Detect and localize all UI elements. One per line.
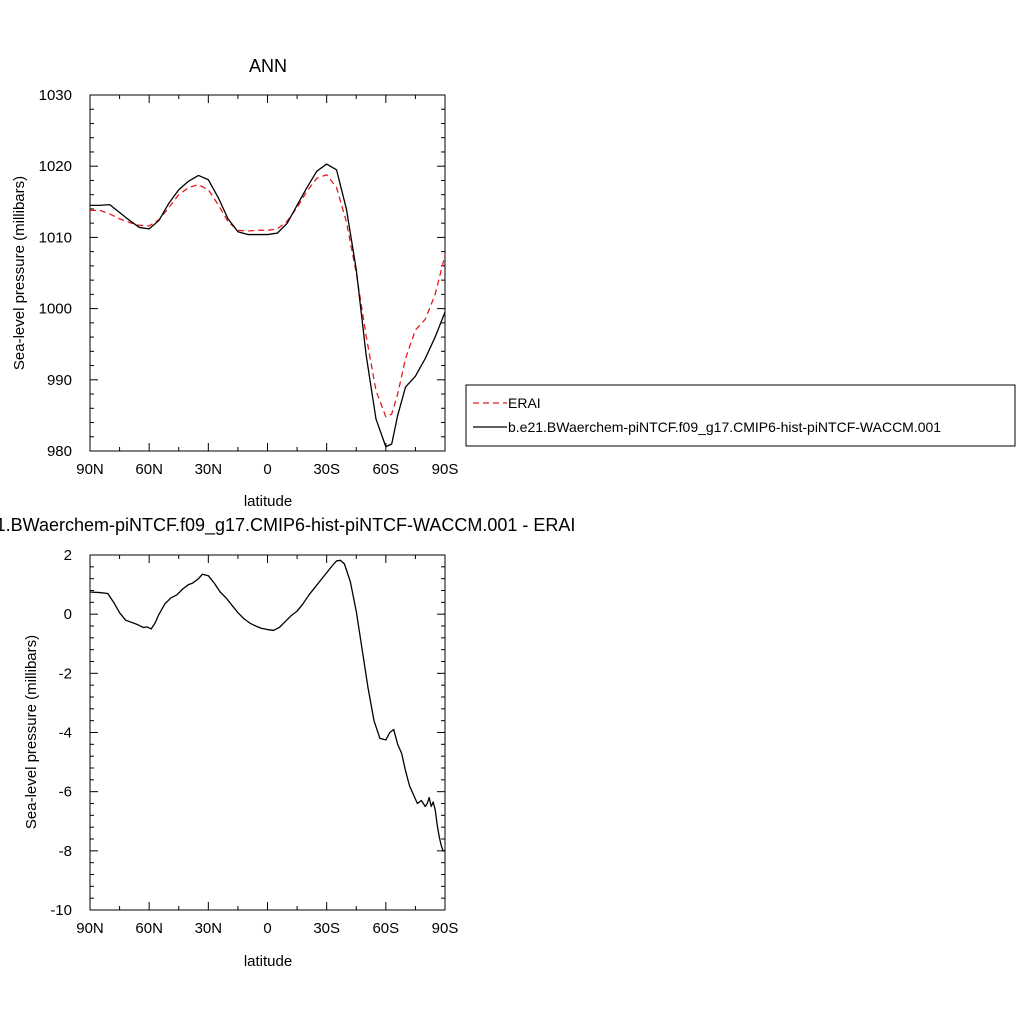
top-y-tick-label: 990 <box>47 372 72 389</box>
bottom-tick-marks <box>89 554 446 911</box>
bottom-series-line-difference <box>89 559 445 852</box>
bottom-x-tick-label: 60S <box>372 920 399 937</box>
top-y-tick-label: 1010 <box>39 229 72 246</box>
bottom-plot-frame <box>89 554 446 911</box>
top-panel-title: ANN <box>249 56 287 76</box>
top-x-tick-labels: 90N 60N 30N 0 30S 60S 90S <box>76 461 458 478</box>
bottom-y-tick-label: 2 <box>64 547 72 564</box>
top-y-axis-label: Sea-level pressure (millibars) <box>11 176 28 370</box>
bottom-x-tick-label: 30N <box>195 920 223 937</box>
top-x-axis-label: latitude <box>244 493 292 510</box>
bottom-panel-title: b.e21.BWaerchem-piNTCF.f09_g17.CMIP6-his… <box>0 515 575 536</box>
top-series-group <box>90 163 446 448</box>
top-x-tick-label: 30S <box>313 461 340 478</box>
top-x-tick-label: 60N <box>135 461 163 478</box>
legend-label-erai: ERAI <box>508 395 541 411</box>
bottom-x-tick-label: 0 <box>263 920 271 937</box>
bottom-x-tick-label: 60N <box>135 920 163 937</box>
bottom-y-tick-label: -2 <box>59 665 72 682</box>
bottom-x-tick-label: 30S <box>313 920 340 937</box>
bottom-x-tick-label: 90S <box>432 920 459 937</box>
bottom-x-axis-label: latitude <box>244 953 292 970</box>
bottom-y-axis-label: Sea-level pressure (millibars) <box>23 635 40 829</box>
legend: ERAI b.e21.BWaerchem-piNTCF.f09_g17.CMIP… <box>465 384 1016 447</box>
top-series-line-erai <box>90 174 446 418</box>
bottom-series-group <box>89 559 445 852</box>
bottom-y-tick-labels: -10 -8 -6 -4 -2 0 2 <box>50 547 72 919</box>
bottom-x-tick-labels: 90N 60N 30N 0 30S 60S 90S <box>76 920 458 937</box>
top-x-tick-label: 0 <box>263 461 271 478</box>
top-x-tick-label: 30N <box>195 461 223 478</box>
legend-label-model: b.e21.BWaerchem-piNTCF.f09_g17.CMIP6-his… <box>508 419 941 435</box>
top-y-tick-label: 1030 <box>39 87 72 104</box>
top-plot-frame <box>89 94 446 452</box>
top-series-line-model <box>90 163 446 448</box>
bottom-y-tick-label: -8 <box>59 843 72 860</box>
top-x-tick-label: 90N <box>76 461 104 478</box>
top-tick-marks <box>89 94 446 452</box>
bottom-x-tick-label: 90N <box>76 920 104 937</box>
top-y-tick-label: 1000 <box>39 301 72 318</box>
top-x-tick-label: 90S <box>432 461 459 478</box>
top-y-tick-labels: 980 990 1000 1010 1020 1030 <box>39 87 72 460</box>
top-y-tick-label: 1020 <box>39 158 72 175</box>
legend-box <box>465 384 1016 447</box>
bottom-y-tick-label: -6 <box>59 784 72 801</box>
top-x-tick-label: 60S <box>372 461 399 478</box>
bottom-panel: b.e21.BWaerchem-piNTCF.f09_g17.CMIP6-his… <box>0 515 575 970</box>
bottom-y-tick-label: 0 <box>64 606 72 623</box>
bottom-y-tick-label: -4 <box>59 725 72 742</box>
top-y-tick-label: 980 <box>47 443 72 460</box>
bottom-y-tick-label: -10 <box>50 902 72 919</box>
top-panel: ANN 980 990 1000 1010 1020 1030 90N 60N 30N 0 30S… <box>11 56 458 510</box>
